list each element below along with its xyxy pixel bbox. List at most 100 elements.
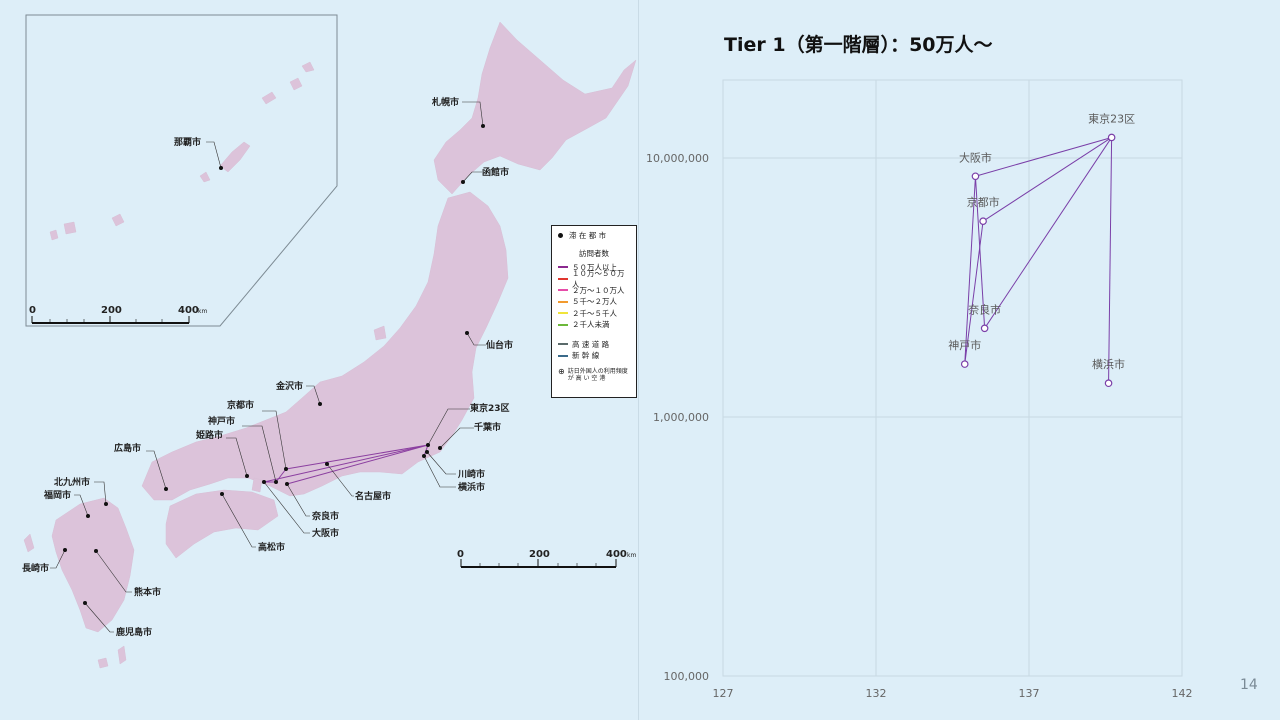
chart-point	[979, 217, 987, 226]
label-kumamoto: 熊本市	[134, 586, 161, 598]
legend-swatch-1	[558, 277, 568, 280]
city-dots	[63, 124, 485, 605]
airport-icon: ⊕	[558, 366, 565, 376]
legend-airport-line1: 訪日外国人の利用頻度	[567, 367, 628, 375]
okinawa-islet-6	[49, 229, 59, 241]
dot-kawasaki	[425, 450, 429, 454]
chart-edge	[974, 176, 986, 329]
edge-layer	[964, 136, 1113, 384]
label-hiroshima: 広島市	[114, 442, 141, 454]
legend-item: ５千～２万人	[558, 296, 630, 308]
label-fukuoka: 福岡市	[43, 489, 71, 501]
main-scale-label-400: 400	[606, 549, 627, 560]
main-scale-label-0: 0	[457, 549, 464, 560]
okinawa-islet-3	[301, 61, 315, 73]
y-tick-label: 100,000	[664, 670, 710, 683]
legend-item: ５０万人以上	[558, 262, 630, 274]
city-labels: 札幌市 函館市 仙台市 金沢市 東京23区 千葉市 川崎市 横浜市 京都市 神戸…	[22, 96, 513, 638]
routes	[263, 444, 429, 485]
route-tokyo-kyoto	[285, 444, 429, 470]
hokkaido	[433, 21, 637, 195]
okinawa-islet-4	[111, 213, 125, 227]
legend-item: ２千人未満	[558, 319, 630, 331]
legend-road-label-1: 新 幹 線	[572, 351, 600, 361]
x-tick-label: 142	[1172, 687, 1193, 700]
okinawa-islet-2	[289, 77, 303, 91]
label-sapporo: 札幌市	[431, 96, 459, 108]
chart-point	[1104, 379, 1113, 388]
dot-fukuoka	[86, 514, 90, 518]
label-kagoshima: 鹿児島市	[115, 626, 152, 638]
yakushima	[97, 657, 109, 669]
inset-scale-label-0: 0	[29, 305, 36, 316]
legend-label-1: １０万～５０万人	[572, 268, 625, 289]
y-tick-label: 10,000,000	[646, 152, 709, 165]
label-himeji: 姫路市	[196, 429, 223, 441]
legend-label-2: ２万～１０万人	[572, 285, 625, 295]
dot-sendai	[465, 331, 469, 335]
dot-kanazawa	[318, 402, 322, 406]
inset-scale-label-200: 200	[101, 305, 122, 316]
legend-road-swatch-1	[558, 354, 568, 357]
chart-edge	[984, 137, 1113, 329]
leader-lines	[50, 101, 486, 633]
dot-kyoto	[284, 467, 288, 471]
route-tokyo-nara	[286, 444, 429, 485]
label-takamatsu: 高松市	[258, 541, 285, 553]
legend-label-4: ２千～５千人	[572, 308, 617, 318]
dot-nara	[285, 482, 289, 486]
plot-frame	[722, 79, 1183, 677]
tier1-chart: 127 132 137 142 100,000 1,000,000 10,000,000 東…	[646, 79, 1193, 700]
chart-edge	[964, 176, 976, 365]
chart-point	[980, 324, 989, 333]
point-label: 大阪市	[959, 150, 992, 164]
legend-label-3: ５千～２万人	[572, 297, 617, 307]
legend-road-item: 新 幹 線	[558, 350, 630, 362]
legend-visitors-title: 訪問者数	[579, 248, 609, 258]
chart-edge	[982, 137, 1112, 222]
awaji-island	[251, 477, 263, 493]
main-scale-bar: 0 200 400 km	[457, 549, 636, 568]
dot-nagoya	[325, 462, 329, 466]
label-tokyo: 東京23区	[470, 402, 510, 414]
tick-layer: 127 132 137 142 100,000 1,000,000 10,000,000	[646, 152, 1192, 700]
dot-chiba	[438, 446, 442, 450]
legend-swatch-2	[558, 289, 568, 292]
legend-stay-city-dot	[558, 233, 563, 239]
dot-hakodate	[461, 180, 465, 184]
legend-swatch-4	[558, 312, 568, 315]
chart-edge	[1108, 137, 1113, 384]
route-tokyo-osaka	[263, 444, 429, 483]
point-label: 奈良市	[968, 302, 1001, 316]
chart-point	[971, 172, 980, 181]
label-sendai: 仙台市	[486, 339, 513, 351]
legend-road-item: 高 速 道 路	[558, 339, 630, 351]
point-label: 神戸市	[948, 338, 981, 352]
legend-road-label-0: 高 速 道 路	[572, 339, 610, 349]
dot-yokohama	[422, 454, 426, 458]
chart-edge	[975, 136, 1112, 177]
japan-map: 札幌市 函館市 仙台市 金沢市 東京23区 千葉市 川崎市 横浜市 京都市 神戸…	[22, 14, 637, 669]
label-kobe: 神戸市	[208, 415, 235, 427]
legend-airport-line2: が 高 い 空 港	[567, 374, 606, 382]
inset-scale-unit: km	[198, 308, 207, 315]
label-naha: 那覇市	[174, 136, 201, 148]
legend-stay-city: 滞 在 都 市	[558, 230, 630, 242]
dot-naha	[219, 166, 223, 170]
legend-airport: ⊕ 訪日外国人の利用頻度 が 高 い 空 港	[558, 366, 630, 382]
inset-scale-bar: 0 200 400 km	[29, 305, 207, 324]
point-label: 東京23区	[1088, 111, 1135, 125]
map-legend: 滞 在 都 市 訪問者数 ５０万人以上 １０万～５０万人 ２万～１０万人 ５千～…	[551, 225, 637, 398]
legend-item: ２千～５千人	[558, 308, 630, 320]
tanegashima	[117, 645, 127, 665]
dot-kitakyushu	[104, 502, 108, 506]
sado-island	[373, 325, 387, 341]
inset-scale-label-400: 400	[178, 305, 199, 316]
dot-nagasaki	[63, 548, 67, 552]
legend-stay-city-label: 滞 在 都 市	[569, 231, 607, 241]
panel-divider	[638, 0, 639, 720]
main-scale-unit: km	[627, 552, 636, 559]
legend-item: ２万～１０万人	[558, 285, 630, 297]
point-label: 京都市	[967, 195, 1000, 209]
legend-swatch-0	[558, 266, 568, 269]
